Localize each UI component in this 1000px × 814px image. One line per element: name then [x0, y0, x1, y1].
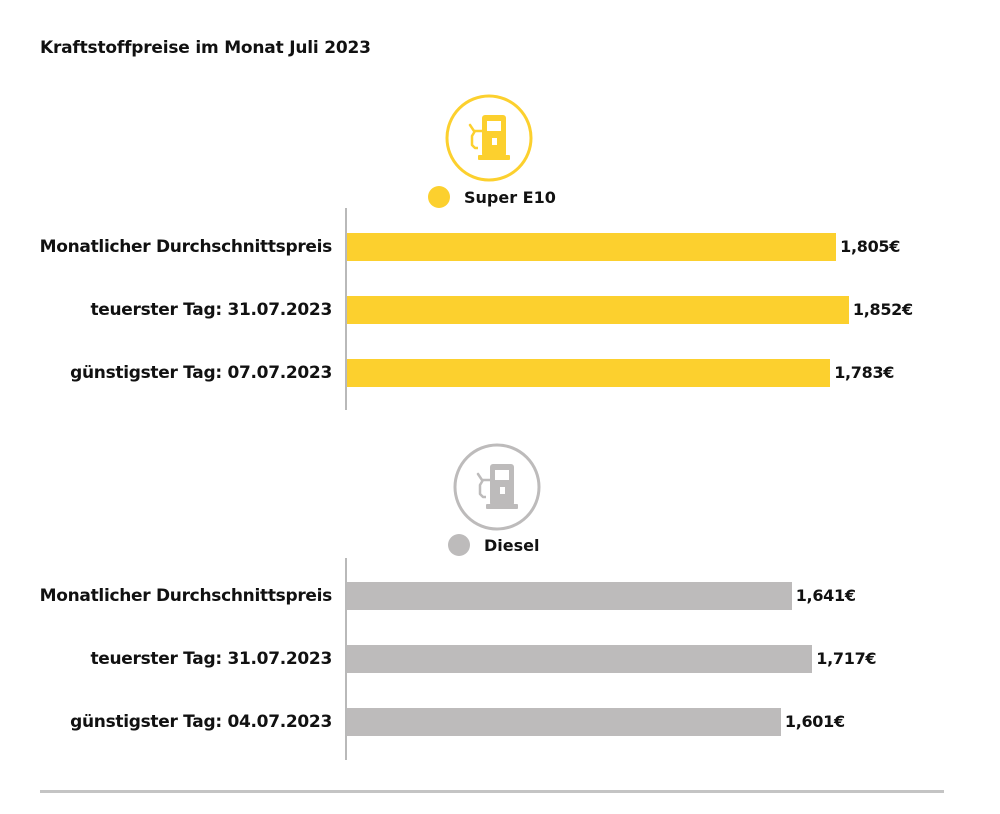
legend-label-super-e10: Super E10 [464, 187, 556, 207]
category-label-min: günstigster Tag: 04.07.2023 [70, 712, 332, 732]
value-label-diesel-max: 1,717€ [816, 649, 877, 668]
legend-super-e10: Super E10 [428, 185, 556, 209]
bottom-divider [40, 790, 944, 793]
value-label-diesel-avg: 1,641€ [795, 586, 856, 605]
fuel-pump-icon [452, 442, 542, 532]
legend-dot-diesel [448, 534, 470, 556]
super-e10-panel: Super E10 Monatlicher Durchschnittspreis… [39, 93, 913, 410]
category-label-min: günstigster Tag: 07.07.2023 [70, 363, 332, 383]
bar-diesel-min [347, 708, 781, 736]
bar-diesel-avg [347, 582, 792, 610]
category-label-avg: Monatlicher Durchschnittspreis [39, 237, 333, 257]
category-label-max: teuerster Tag: 31.07.2023 [90, 300, 332, 320]
axis-line-diesel [345, 558, 347, 760]
legend-diesel: Diesel [448, 533, 539, 557]
fuel-pump-icon [444, 93, 534, 183]
axis-line-super-e10 [345, 208, 347, 410]
legend-label-diesel: Diesel [484, 535, 540, 555]
bar-super-e10-max [347, 296, 849, 324]
value-label-diesel-min: 1,601€ [784, 712, 845, 731]
bar-super-e10-min [347, 359, 831, 387]
bar-diesel-max [347, 645, 813, 673]
category-label-avg: Monatlicher Durchschnittspreis [39, 586, 333, 606]
bar-super-e10-avg [347, 233, 837, 261]
value-label-super-e10-min: 1,783€ [834, 363, 895, 382]
value-label-super-e10-avg: 1,805€ [840, 237, 901, 256]
chart-title: Kraftstoffpreise im Monat Juli 2023 [40, 38, 371, 58]
legend-dot-super-e10 [428, 186, 450, 208]
value-label-super-e10-max: 1,852€ [852, 300, 913, 319]
category-label-max: teuerster Tag: 31.07.2023 [90, 649, 332, 669]
